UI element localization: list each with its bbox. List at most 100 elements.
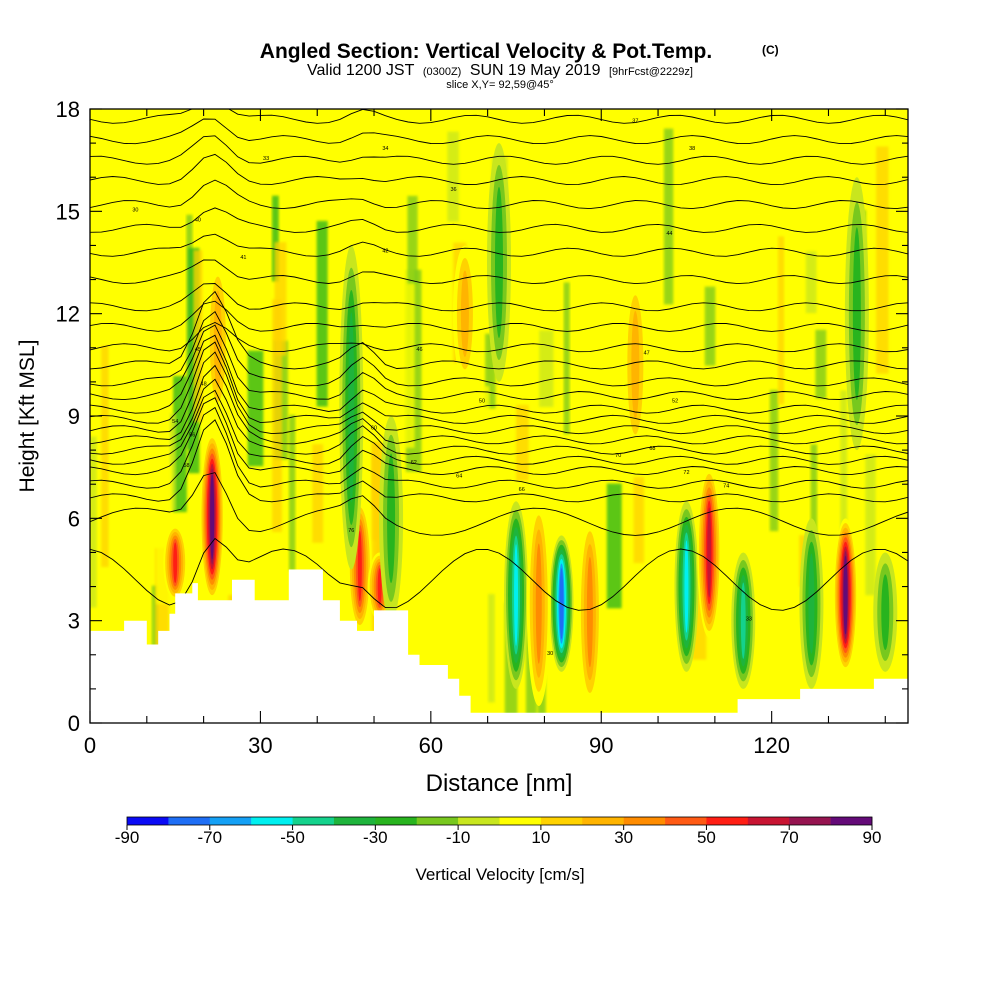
velocity-texture-cell xyxy=(271,195,279,282)
velocity-texture-cell xyxy=(485,333,496,409)
colorbar-tick-label: -90 xyxy=(115,828,140,847)
isentrope-line xyxy=(90,290,908,370)
velocity-band xyxy=(348,312,355,503)
y-tick-label: 12 xyxy=(56,302,80,327)
velocity-texture-cell xyxy=(101,345,109,568)
isentrope-line xyxy=(90,406,908,489)
isentrope-label: 38 xyxy=(689,146,695,152)
velocity-plume xyxy=(577,518,602,706)
velocity-texture-cell xyxy=(133,241,149,386)
isentrope-line xyxy=(90,179,908,210)
x-tick-label: 30 xyxy=(248,733,272,758)
velocity-plume xyxy=(844,177,869,451)
velocity-plume xyxy=(526,501,551,706)
velocity-texture-cell xyxy=(633,476,645,564)
velocity-texture-cell xyxy=(447,131,459,222)
colorbar-swatch xyxy=(499,817,542,825)
isentrope-label: 70 xyxy=(615,453,621,459)
velocity-texture-cell xyxy=(575,395,591,525)
isentrope-line xyxy=(90,341,908,424)
y-tick-label: 15 xyxy=(56,199,80,224)
velocity-texture-cell xyxy=(894,283,902,367)
isentrope-label: 37 xyxy=(632,119,638,125)
contour-labels: 30 33 34 36 37 38 40 41 42 44 45 46 47 48 50 52 54 56 58 60… xyxy=(132,119,752,657)
velocity-texture-cell xyxy=(272,299,282,533)
velocity-field xyxy=(90,128,905,723)
colorbar-tick-label: -50 xyxy=(280,828,305,847)
velocity-plume xyxy=(163,525,188,601)
isentrope-label: 33 xyxy=(746,617,752,623)
y-tick-label: 6 xyxy=(68,506,80,531)
colorbar-tick-label: -10 xyxy=(446,828,471,847)
y-tick-label: 18 xyxy=(56,97,80,122)
isentrope-line xyxy=(90,311,908,387)
velocity-texture-cell xyxy=(498,580,509,723)
colorbar-swatch xyxy=(706,817,749,825)
isentrope-line xyxy=(90,472,908,536)
isentrope-line xyxy=(90,324,908,401)
velocity-texture-cell xyxy=(563,282,570,435)
velocity-band xyxy=(843,555,848,635)
isentrope-line xyxy=(90,397,908,476)
isentrope-label: 68 xyxy=(649,446,655,452)
isentrope-line xyxy=(90,351,908,435)
velocity-plume xyxy=(873,552,898,672)
velocity-band xyxy=(808,553,815,654)
velocity-band xyxy=(173,542,178,584)
colorbar-swatch xyxy=(540,817,583,825)
colorbar-tick-label: -30 xyxy=(363,828,388,847)
velocity-band xyxy=(881,574,890,650)
velocity-band xyxy=(377,568,382,606)
colorbar-tick-label: -70 xyxy=(197,828,222,847)
velocity-plume xyxy=(697,467,722,638)
velocity-band xyxy=(514,544,519,646)
isentrope-line xyxy=(90,378,908,455)
colorbar-tick-label: 50 xyxy=(697,828,716,847)
colorbar-swatch xyxy=(168,817,211,825)
colorbar-swatch xyxy=(789,817,831,825)
isentrope-label: 62 xyxy=(411,460,417,466)
isentrope-label: 60 xyxy=(371,426,377,432)
velocity-band xyxy=(210,473,215,560)
colorbar-swatch xyxy=(623,817,666,825)
plot-area: 30 33 34 36 37 38 40 41 42 44 45 46 47 48 50 52 54 56 58 60… xyxy=(90,109,908,723)
colorbar: -90 -70 -50 -30 -10 10 30 50 70 90 xyxy=(115,816,881,847)
isentrope-label: 54 xyxy=(172,419,178,425)
isentrope-line xyxy=(90,233,908,257)
isentrope-label: 58 xyxy=(184,463,190,469)
colorbar-tick-label: 70 xyxy=(780,828,799,847)
velocity-texture-cell xyxy=(876,146,889,374)
y-tick-label: 3 xyxy=(68,609,80,634)
isentrope-label: 46 xyxy=(416,347,422,353)
velocity-texture-cell xyxy=(488,594,495,703)
isentrope-label: 30 xyxy=(132,207,138,213)
slice-label: slice X,Y= 92,59@45° xyxy=(446,79,554,91)
valid-time-subtitle: Valid 1200 JST (0300Z) SUN 19 May 2019 [… xyxy=(307,62,693,79)
isentrope-label: 42 xyxy=(382,248,388,254)
isentrope-label: 66 xyxy=(519,487,525,493)
velocity-texture-cell xyxy=(482,386,490,438)
velocity-texture-cell xyxy=(894,387,905,617)
velocity-texture-cell xyxy=(404,236,415,448)
velocity-band xyxy=(460,270,469,357)
isentrope-label: 50 xyxy=(479,398,485,404)
colorbar-swatch xyxy=(665,817,707,825)
velocity-texture-cell xyxy=(173,376,187,513)
x-tick-label: 90 xyxy=(589,733,613,758)
velocity-texture-cell xyxy=(193,250,203,422)
isentrope-line xyxy=(90,364,908,445)
colorbar-swatch xyxy=(830,817,873,825)
isentrope-label: 33 xyxy=(263,156,269,162)
velocity-texture-cell xyxy=(777,236,785,405)
colorbar-swatch xyxy=(292,817,335,825)
isentrope-label: 30 xyxy=(547,651,553,657)
velocity-band xyxy=(852,227,861,401)
velocity-texture-cell xyxy=(289,414,296,571)
velocity-band xyxy=(707,507,712,598)
isentrope-label: 56 xyxy=(189,432,195,438)
colorbar-swatch xyxy=(209,817,252,825)
x-axis-label: Distance [nm] xyxy=(426,770,573,797)
y-tick-label: 0 xyxy=(68,711,80,736)
velocity-texture-cell xyxy=(90,436,97,608)
